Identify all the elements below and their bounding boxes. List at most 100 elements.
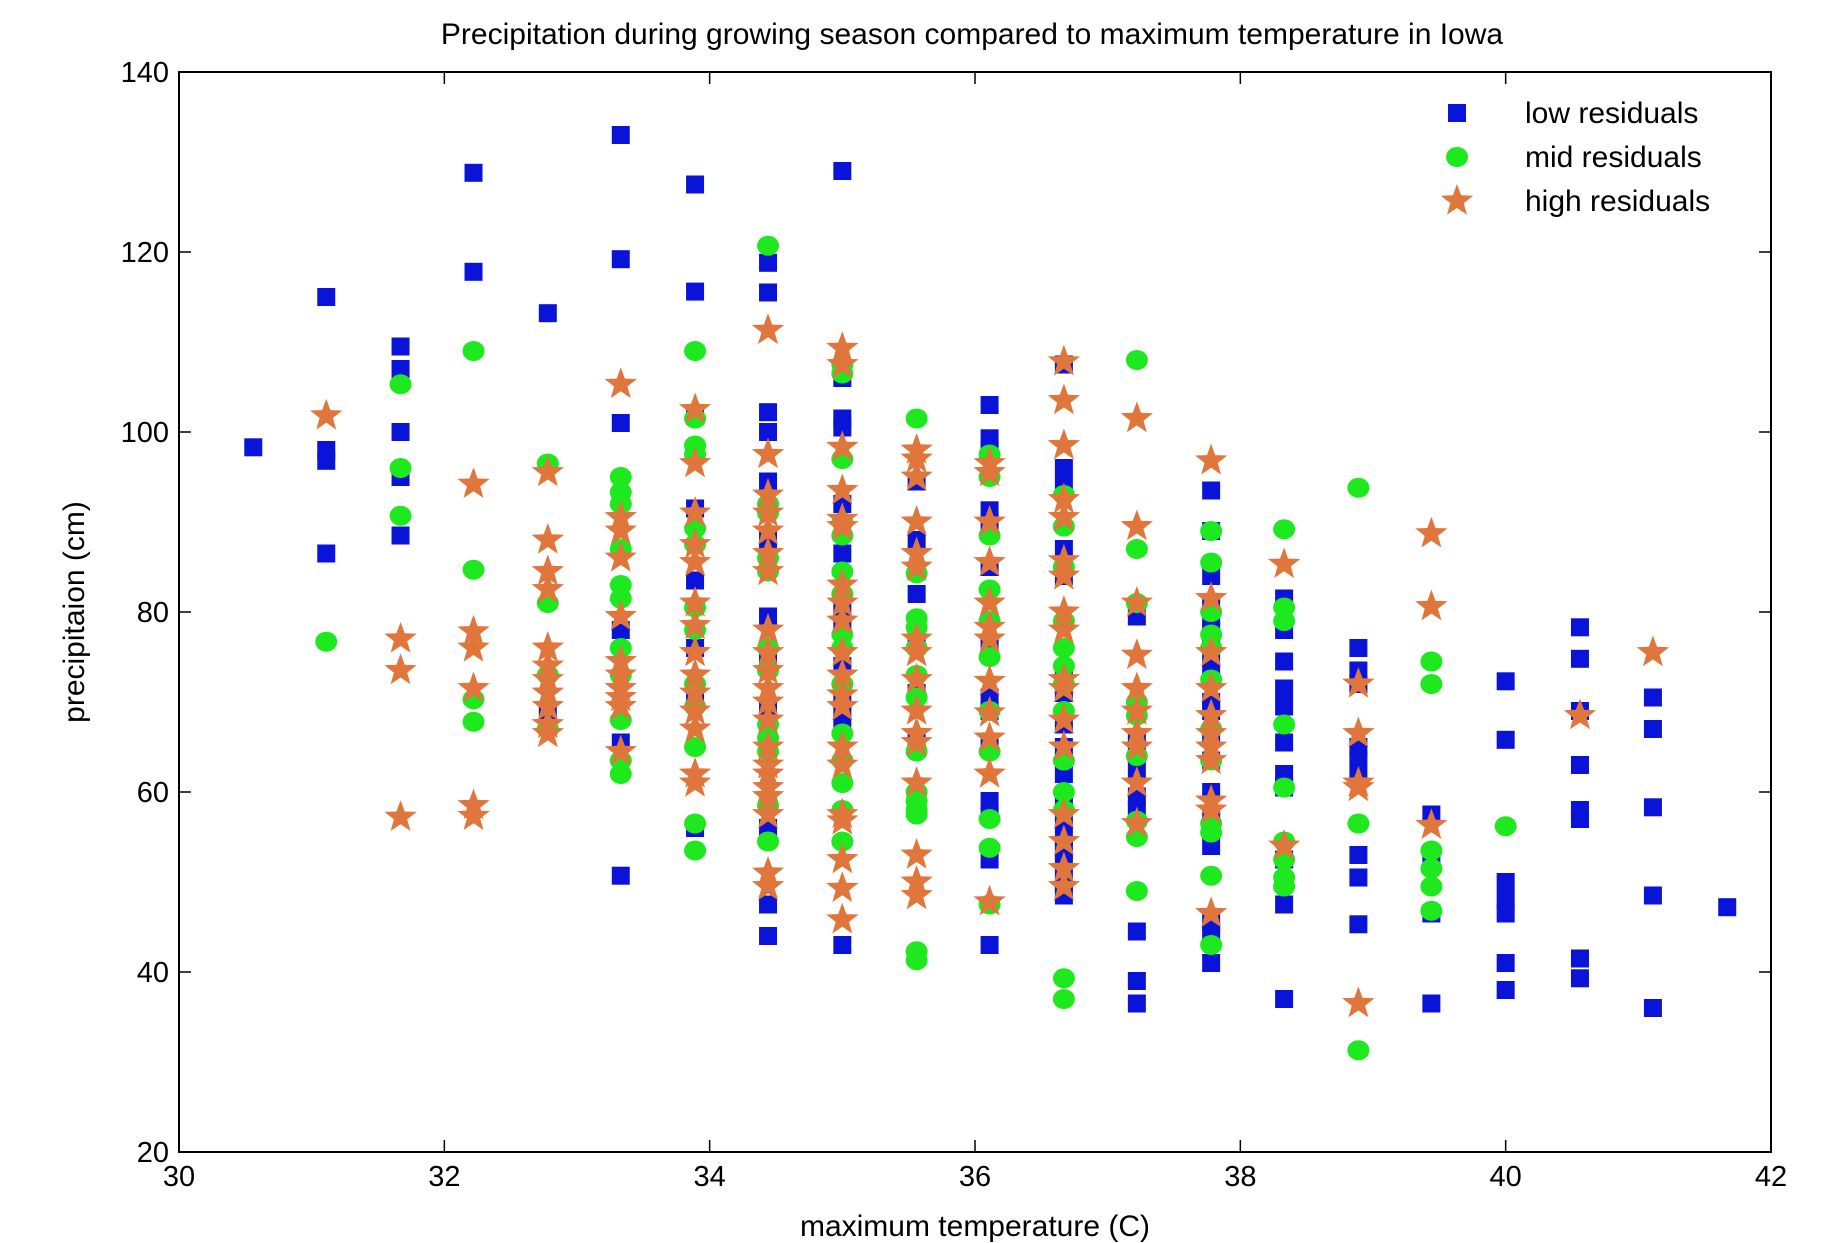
star-point: [678, 446, 712, 478]
circle-point: [1273, 611, 1296, 631]
x-tick-label: 40: [1490, 1161, 1522, 1193]
circle-point: [684, 341, 707, 361]
star-point: [900, 694, 933, 725]
square-point: [1349, 846, 1368, 864]
star-point: [384, 800, 417, 831]
star-point: [826, 331, 859, 363]
star-point: [751, 797, 785, 829]
square-point: [391, 360, 410, 378]
star-point: [1047, 344, 1081, 376]
square-point: [1349, 639, 1368, 657]
circle-point: [905, 408, 928, 429]
square-point: [759, 253, 778, 272]
circle-point: [1420, 674, 1443, 694]
star-point: [604, 367, 637, 399]
star-point: [531, 554, 564, 586]
star-point: [1195, 443, 1228, 475]
star-point: [826, 473, 859, 505]
circle-point: [1200, 552, 1223, 573]
square-point: [1643, 688, 1662, 707]
circle-point: [609, 764, 632, 784]
square-point: [464, 163, 483, 182]
square-point: [1496, 904, 1515, 923]
circle-point: [1420, 840, 1443, 861]
square-point: [538, 304, 557, 323]
star-point: [1047, 595, 1081, 626]
star-point: [678, 766, 712, 797]
circle-point: [905, 804, 928, 825]
circle-point: [831, 773, 854, 793]
circle-point: [1273, 777, 1296, 798]
circle-point: [905, 950, 928, 971]
square-point: [686, 571, 705, 590]
axis-ticks: 30 32 34 36 38 40 42 20 40 60 80 100 120 140: [121, 57, 1788, 1193]
y-axis-label: precipitaion (cm): [58, 501, 91, 723]
y-tick-label: 40: [137, 957, 169, 989]
legend-label: high residuals: [1525, 185, 1710, 218]
star-point: [826, 430, 859, 462]
star-point: [678, 676, 712, 707]
square-point: [391, 337, 410, 356]
square-point: [686, 175, 705, 194]
square-point: [1202, 954, 1221, 972]
star-point: [1415, 516, 1448, 548]
star-point: [826, 635, 859, 667]
square-point: [1718, 898, 1737, 917]
square-point: [980, 396, 999, 414]
star-point: [1636, 635, 1670, 667]
x-axis-label: maximum temperature (C): [800, 1210, 1150, 1243]
star-point: [826, 604, 859, 635]
star-point: [457, 671, 490, 703]
star-point: [1047, 671, 1081, 703]
circle-point: [1347, 1040, 1370, 1061]
star-point: [826, 871, 859, 903]
star-point: [1047, 824, 1081, 856]
square-point: [1275, 895, 1294, 914]
star-point: [751, 536, 785, 568]
star-point: [900, 505, 933, 536]
x-tick-label: 34: [694, 1161, 726, 1193]
square-point: [1496, 981, 1515, 999]
circle-point: [1273, 876, 1296, 897]
star-point: [826, 689, 859, 721]
square-point: [833, 936, 852, 954]
star-point: [457, 467, 490, 498]
star-point: [1047, 869, 1081, 901]
circle-point: [1494, 816, 1517, 837]
star-point: [1195, 896, 1228, 928]
square-point: [686, 282, 705, 301]
circle-point: [1052, 638, 1075, 658]
star-point: [751, 869, 785, 901]
square-point: [1422, 994, 1441, 1013]
star-point: [900, 878, 933, 910]
star-point: [531, 716, 564, 748]
square-point: [1643, 720, 1662, 738]
square-point: [391, 526, 410, 545]
circle-point: [1200, 822, 1223, 843]
star-point: [826, 586, 859, 617]
circle-point: [1200, 521, 1223, 541]
star-point: [973, 664, 1006, 696]
circle-point: [1125, 881, 1148, 901]
circle-point: [462, 559, 485, 580]
circle-point: [315, 631, 338, 652]
square-point: [833, 544, 852, 563]
star-point: [1120, 638, 1153, 669]
square-point: [1127, 994, 1146, 1013]
square-point: [1496, 873, 1515, 891]
star-point: [973, 757, 1006, 788]
square-point: [1127, 972, 1146, 990]
circle-point: [1125, 350, 1148, 370]
circle-point: [389, 505, 412, 526]
square-point: [759, 895, 778, 914]
star-point: [457, 614, 490, 646]
star-point: [1342, 716, 1375, 748]
star-point: [1120, 509, 1153, 541]
square-point: [244, 438, 263, 457]
star-point: [751, 779, 785, 811]
square-point: [1275, 697, 1294, 716]
circle-point: [757, 235, 780, 256]
star-point: [826, 902, 859, 934]
square-point: [1275, 990, 1294, 1008]
square-point: [1496, 954, 1515, 972]
